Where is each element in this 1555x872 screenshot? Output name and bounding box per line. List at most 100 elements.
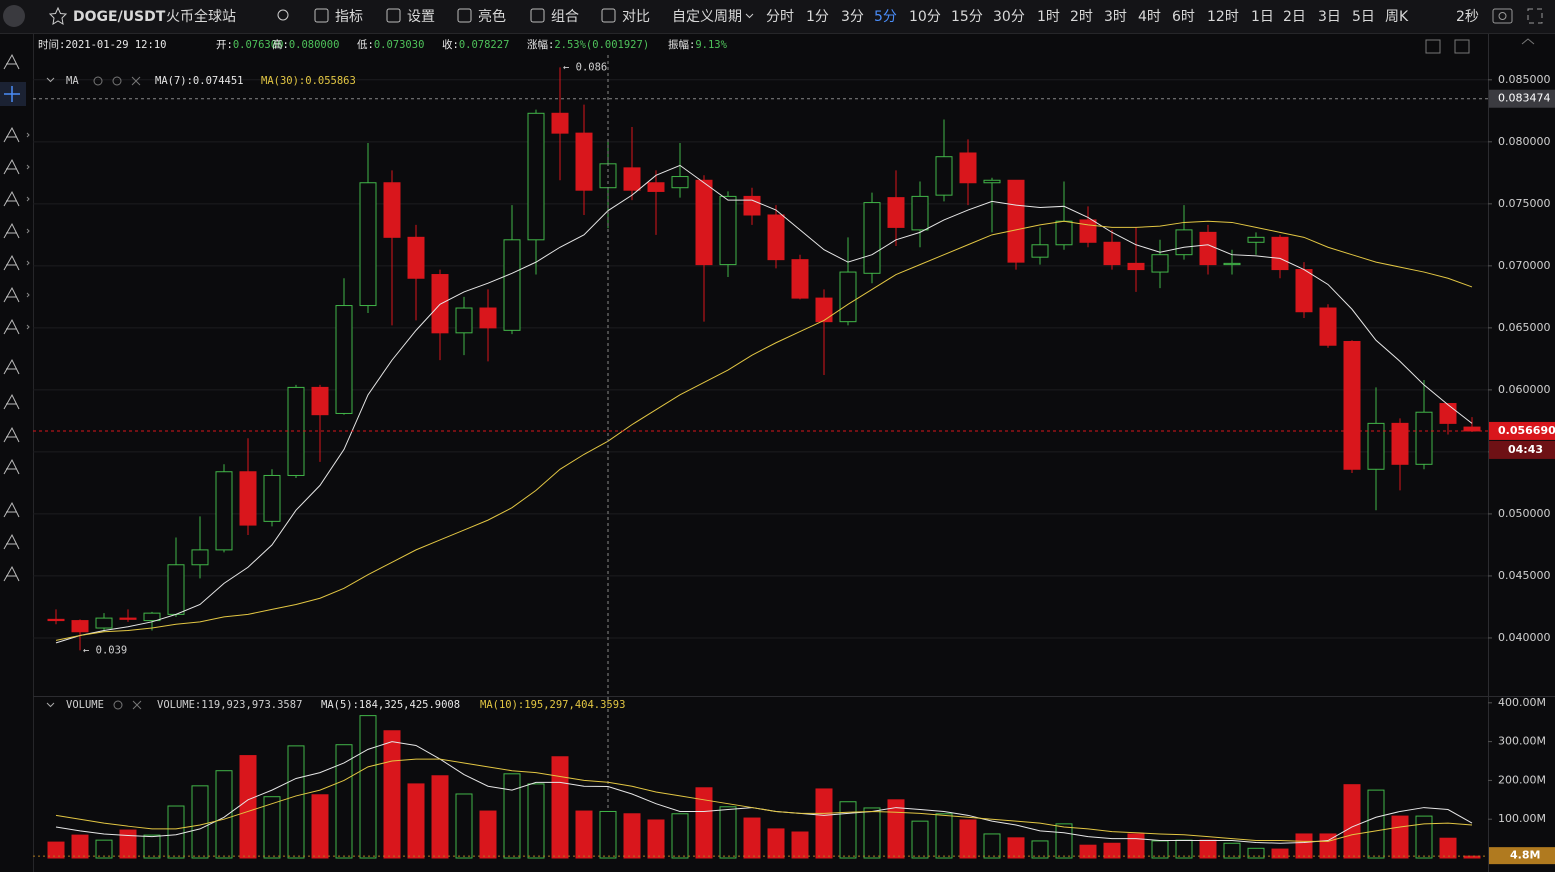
tool-icon[interactable] [3, 222, 20, 239]
tool-icon[interactable] [530, 8, 545, 23]
period-button[interactable]: 5分 [874, 9, 897, 25]
period-button[interactable]: 5日 [1352, 9, 1375, 25]
period-button[interactable]: 1时 [1037, 9, 1060, 25]
tool-icon[interactable] [3, 126, 20, 143]
period-button[interactable]: 2日 [1283, 9, 1306, 25]
settings-icon[interactable] [113, 700, 123, 710]
candle-body [1295, 269, 1313, 313]
info-value: 0.076300 [233, 39, 284, 51]
panel-icon[interactable] [1454, 39, 1470, 54]
tool-button[interactable]: 亮色 [478, 8, 506, 25]
period-button[interactable]: 4时 [1138, 9, 1161, 25]
period-button[interactable]: 6时 [1172, 9, 1195, 25]
period-button[interactable]: 周K [1385, 9, 1409, 25]
volume-bar [1247, 847, 1265, 859]
period-button[interactable]: 2时 [1070, 9, 1093, 25]
legend-chevron[interactable] [46, 702, 55, 708]
info-value: 0.078227 [459, 39, 510, 51]
tool-icon[interactable] [457, 8, 472, 23]
search-icon[interactable] [277, 9, 289, 21]
tool-icon[interactable] [3, 426, 20, 443]
tool-icon[interactable] [3, 501, 20, 518]
period-button[interactable]: 12时 [1207, 9, 1239, 25]
last-volume-box [1489, 847, 1555, 865]
candle-body [1199, 231, 1217, 266]
close-icon[interactable] [132, 700, 142, 710]
y-tick-label: 0.040000 [1498, 631, 1551, 644]
collapse-icon[interactable] [1521, 38, 1535, 45]
settings-icon[interactable] [112, 76, 122, 86]
tool-icon[interactable] [386, 8, 401, 23]
y-tick-label: 0.075000 [1498, 197, 1551, 210]
tool-icon[interactable] [3, 318, 20, 335]
legend-chevron[interactable] [46, 77, 55, 83]
candle-body [335, 305, 353, 414]
tool-icon[interactable] [3, 254, 20, 271]
tool-icon[interactable] [3, 533, 20, 550]
candle-body [815, 297, 833, 323]
refresh-interval[interactable]: 2秒 [1456, 9, 1479, 25]
candle-body [167, 564, 185, 615]
volume-bar [431, 775, 449, 859]
y-tick-label: 0.070000 [1498, 259, 1551, 272]
period-button[interactable]: 3分 [841, 9, 864, 25]
camera-icon[interactable] [1492, 8, 1513, 24]
tool-icon[interactable] [314, 8, 329, 23]
candle-body [695, 179, 713, 266]
tool-button[interactable]: 设置 [407, 9, 435, 25]
candle-body [71, 620, 89, 633]
volume-bar [623, 813, 641, 859]
tool-icon[interactable] [3, 458, 20, 475]
tool-icon[interactable] [3, 53, 20, 70]
volume-bar [551, 756, 569, 859]
candle-body [551, 112, 569, 134]
candle-body [935, 156, 953, 196]
candle-body [143, 612, 161, 622]
symbol[interactable]: DOGE/USDT [73, 9, 166, 25]
tool-icon[interactable] [3, 565, 20, 582]
tool-icon[interactable] [601, 8, 616, 23]
y-tick-label: 0.080000 [1498, 135, 1551, 148]
volume-bar [1007, 837, 1025, 859]
star-icon[interactable] [48, 6, 68, 25]
period-button[interactable]: 3时 [1104, 9, 1127, 25]
eye-icon[interactable] [93, 76, 103, 86]
close-icon[interactable] [131, 76, 141, 86]
tool-expand [26, 292, 30, 298]
info-label: 开: [216, 39, 233, 51]
tool-button[interactable]: 对比 [622, 9, 650, 25]
custom-period[interactable]: 自定义周期 [672, 9, 742, 25]
y-tick-label: 0.045000 [1498, 569, 1551, 582]
period-button[interactable]: 10分 [909, 9, 941, 25]
volume-bar [1463, 855, 1481, 859]
crosshair-price: 0.083474 [1498, 92, 1551, 105]
period-button[interactable]: 30分 [993, 9, 1025, 25]
info-label: 振幅: [668, 38, 695, 51]
last-price: 0.056690 [1498, 424, 1555, 437]
tool-icon[interactable] [3, 358, 20, 375]
tool-button[interactable]: 指标 [335, 9, 363, 25]
last-volume: 4.8M [1510, 849, 1540, 862]
candle-body [863, 202, 881, 274]
period-button[interactable]: 1日 [1251, 9, 1274, 25]
toolbar-bg [0, 0, 1555, 33]
tool-icon[interactable] [3, 158, 20, 175]
tool-button[interactable]: 组合 [551, 9, 579, 25]
volume-bar [935, 813, 953, 859]
indicator-name: MA [66, 75, 79, 87]
period-button[interactable]: 1分 [806, 9, 829, 25]
info-value: 0.080000 [289, 39, 340, 51]
tool-icon[interactable] [3, 190, 20, 207]
period-button[interactable]: 分时 [766, 9, 794, 25]
panel-icon[interactable] [1425, 39, 1441, 54]
fullscreen-icon[interactable] [1527, 8, 1543, 24]
tool-icon[interactable] [3, 286, 20, 303]
period-button[interactable]: 15分 [951, 9, 983, 25]
info-value: 2021-01-29 12:10 [65, 39, 166, 51]
tool-icon[interactable] [4, 86, 20, 102]
candle-body [263, 474, 281, 522]
tool-icon[interactable] [3, 393, 20, 410]
legend-entry: MA(7):0.074451 [155, 75, 244, 87]
period-button[interactable]: 3日 [1318, 9, 1341, 25]
candle-body [1007, 179, 1025, 263]
